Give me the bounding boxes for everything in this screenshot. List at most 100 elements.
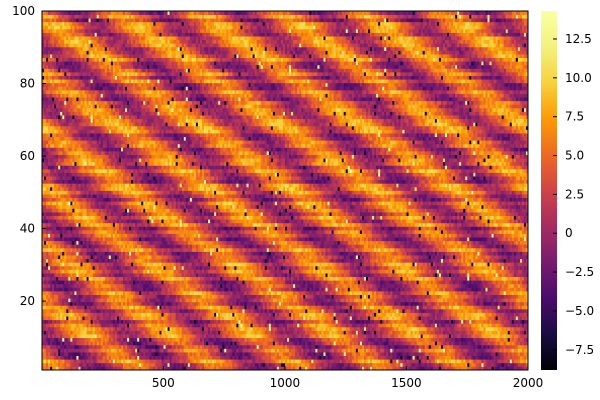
heatmap-cell (270, 308, 274, 313)
heatmap-cell (327, 323, 330, 328)
heatmap-cell (323, 298, 326, 303)
heatmap-cell (434, 348, 438, 353)
heatmap-cell (141, 352, 144, 356)
heatmap-cell (449, 326, 452, 331)
heatmap-cell (102, 312, 106, 317)
heatmap-cell (329, 316, 332, 321)
heatmap-cell (339, 344, 343, 349)
heatmap-cell (331, 298, 334, 303)
heatmap-cell (301, 362, 304, 367)
heatmap-cell (88, 355, 91, 360)
heatmap-cell (416, 341, 420, 346)
heatmap-cell (64, 298, 67, 303)
heatmap-cell (100, 341, 104, 346)
heatmap-cell (511, 366, 515, 371)
heatmap-cell (282, 359, 286, 364)
heatmap-cell (511, 326, 515, 331)
heatmap-cell (193, 366, 197, 371)
heatmap-cell (386, 316, 389, 321)
heatmap-cell (449, 316, 452, 321)
heatmap-cell (212, 319, 215, 324)
heatmap-cell (398, 352, 401, 356)
heatmap-cell (388, 316, 391, 321)
heatmap-cell (129, 344, 132, 349)
heatmap-cell (479, 301, 482, 306)
heatmap-cell (183, 355, 187, 360)
heatmap-cell (114, 359, 118, 364)
heatmap-cell (216, 344, 219, 349)
heatmap-cell (426, 312, 430, 317)
heatmap-cell (449, 337, 452, 342)
heatmap-cell (483, 316, 486, 321)
heatmap-cell (276, 308, 280, 313)
heatmap-cell (422, 301, 426, 306)
heatmap-cell (436, 366, 440, 371)
heatmap-cell (106, 355, 110, 360)
heatmap-cell (495, 301, 498, 306)
heatmap-cell (218, 352, 221, 356)
heatmap-cell (428, 337, 432, 342)
heatmap-cell (92, 305, 96, 310)
heatmap-cell (436, 355, 440, 360)
heatmap-cell (169, 334, 172, 339)
heatmap-cell (260, 308, 264, 313)
heatmap-cell (129, 298, 132, 303)
heatmap-cell (62, 352, 65, 356)
heatmap-cell (74, 301, 77, 306)
heatmap-cell (129, 316, 132, 321)
heatmap-cell (297, 319, 300, 324)
heatmap-cell (256, 308, 260, 313)
heatmap-cell (195, 326, 199, 331)
heatmap-cell (252, 312, 255, 317)
heatmap-cell (311, 323, 314, 328)
heatmap-cell (112, 305, 116, 310)
heatmap-cell (317, 334, 320, 339)
heatmap-cell (440, 344, 444, 349)
heatmap-cell (372, 362, 375, 367)
heatmap-cell (106, 312, 110, 317)
heatmap-cell (505, 323, 509, 328)
heatmap-cell (303, 359, 306, 364)
heatmap-cell (280, 294, 284, 299)
heatmap-cell (46, 298, 49, 303)
heatmap-cell (491, 337, 494, 342)
heatmap-cell (463, 323, 466, 328)
heatmap-cell (345, 319, 349, 324)
heatmap-cell (116, 301, 120, 306)
heatmap-cell (44, 362, 47, 367)
heatmap-cell (218, 366, 221, 371)
heatmap-cell (244, 337, 247, 342)
heatmap-cell (96, 352, 100, 356)
heatmap-cell (402, 298, 405, 303)
heatmap-cell (372, 355, 375, 360)
heatmap-cell (517, 305, 521, 310)
heatmap-cell (451, 348, 454, 353)
heatmap-cell (52, 305, 55, 310)
heatmap-cell (378, 323, 381, 328)
heatmap-cell (479, 298, 482, 303)
heatmap-cell (268, 323, 272, 328)
heatmap-cell (232, 323, 235, 328)
heatmap-cell (390, 352, 393, 356)
heatmap-cell (428, 334, 432, 339)
heatmap-cell (434, 294, 438, 299)
heatmap-cell (503, 352, 507, 356)
heatmap-cell (240, 316, 243, 321)
heatmap-cell (422, 348, 426, 353)
heatmap-cell (386, 341, 389, 346)
heatmap-cell (54, 312, 57, 317)
heatmap-cell (173, 355, 177, 360)
heatmap-cell (467, 326, 470, 331)
heatmap-cell (258, 312, 262, 317)
heatmap-cell (70, 366, 73, 371)
heatmap-cell (424, 344, 428, 349)
heatmap-cell (114, 352, 118, 356)
heatmap-cell (515, 352, 519, 356)
heatmap-cell (489, 341, 492, 346)
heatmap-cell (114, 344, 118, 349)
heatmap-cell (305, 319, 308, 324)
heatmap-cell (382, 362, 385, 367)
heatmap-cell (272, 352, 276, 356)
heatmap-cell (463, 312, 466, 317)
heatmap-cell (396, 312, 399, 317)
